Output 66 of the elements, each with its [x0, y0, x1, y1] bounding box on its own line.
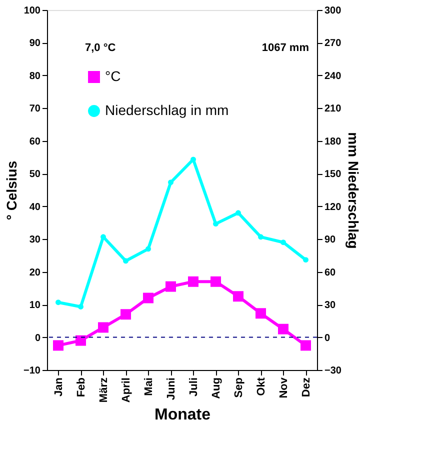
annotation: 7,0 °C [85, 42, 116, 54]
x-tick-label: April [120, 378, 132, 403]
y-tick-label: 20 [29, 267, 41, 278]
legend-label: °C [105, 68, 121, 84]
x-tick-label: Nov [278, 376, 290, 398]
y2-tick-label: 300 [324, 6, 342, 16]
point [53, 340, 64, 351]
x-tick-label: Okt [255, 377, 268, 396]
legend-label: Niederschlag in mm [105, 102, 229, 118]
x-tick-label: Juni [165, 378, 178, 400]
annotation: 1067 mm [262, 42, 310, 54]
y2-tick-label: −30 [324, 366, 342, 376]
y-tick-label: 0 [34, 332, 41, 344]
y2-tick-label: 270 [324, 38, 342, 50]
y2-tick-label: 210 [324, 104, 342, 115]
point [303, 257, 308, 263]
point [56, 300, 61, 306]
y-tick-label: 80 [29, 70, 41, 82]
y-tick-label: 90 [29, 38, 41, 50]
x-tick-label: Mai [142, 378, 155, 396]
point [78, 304, 84, 310]
y2-tick-label: 60 [324, 267, 336, 278]
point [143, 292, 154, 304]
y-tick-label: 10 [29, 300, 41, 312]
y-axis-title: ° Celsius [4, 160, 20, 220]
y-tick-label: 50 [29, 169, 41, 180]
y2-tick-label: 0 [324, 332, 330, 344]
point [233, 291, 244, 302]
x-tick-label: Juli [188, 378, 200, 396]
point [76, 335, 86, 346]
y-tick-label: 30 [29, 234, 41, 246]
x-tick-label: Sep [232, 377, 245, 398]
point [210, 276, 221, 287]
point [166, 281, 176, 292]
point [168, 180, 174, 186]
point [190, 156, 196, 162]
x-axis-title: Monate [154, 406, 211, 424]
point [256, 308, 266, 319]
y-tick-label: 100 [24, 6, 41, 16]
point [146, 246, 151, 252]
point [213, 221, 218, 227]
point [280, 240, 286, 246]
y-tick-label: 40 [29, 202, 41, 213]
x-tick-label: Aug [210, 378, 222, 399]
point [278, 324, 288, 334]
point [188, 276, 198, 287]
point [236, 210, 241, 216]
y2-tick-label: 180 [324, 136, 342, 148]
point [120, 309, 131, 320]
point [123, 258, 128, 264]
point [98, 322, 108, 333]
x-tick-label: Dez [300, 377, 312, 398]
point [258, 234, 264, 240]
x-tick-label: Jan [52, 377, 65, 396]
y-tick-label: 70 [29, 104, 41, 115]
y2-tick-label: 120 [324, 202, 342, 213]
x-tick-label: März [98, 377, 110, 403]
y2-tick-label: 90 [324, 234, 336, 246]
y2-tick-label: 30 [324, 300, 336, 312]
y-tick-label: 60 [29, 136, 41, 148]
y2-tick-label: 240 [324, 70, 342, 82]
x-tick-label: Feb [75, 377, 88, 398]
y-tick-label: −10 [24, 366, 41, 376]
point [300, 340, 311, 351]
y2-tick-label: 150 [324, 169, 342, 180]
y2-axis-title: mm Niederschlag [345, 132, 362, 249]
